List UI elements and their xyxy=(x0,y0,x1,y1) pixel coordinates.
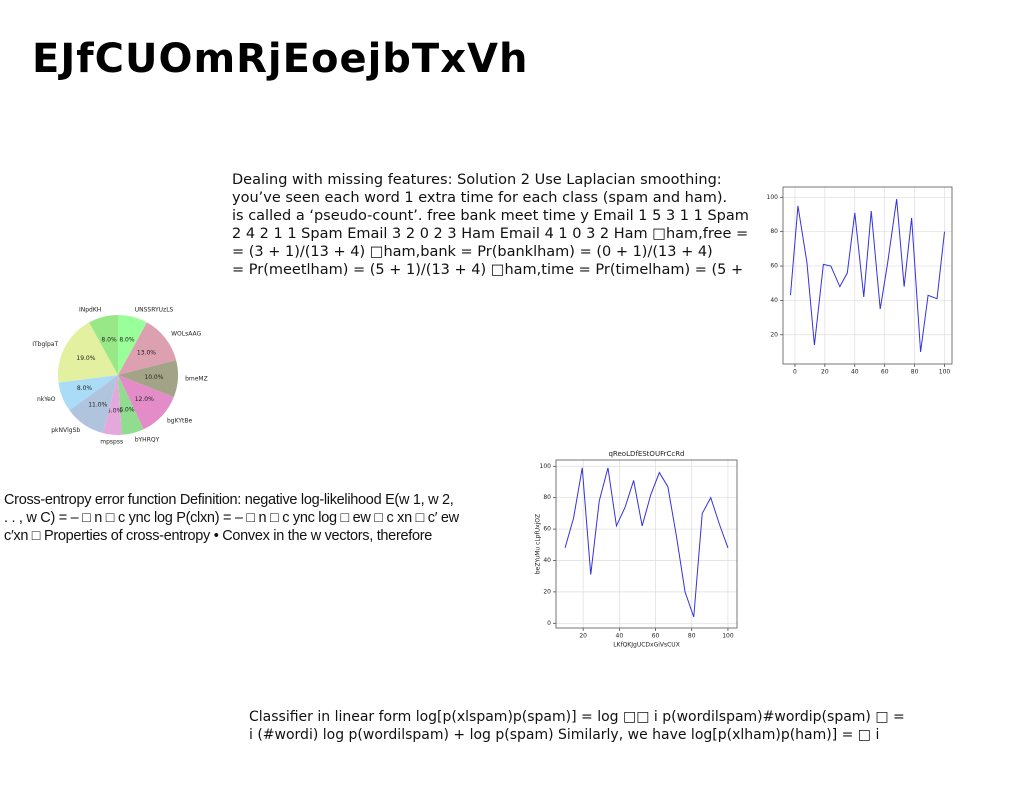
x-tick-label: 20 xyxy=(579,633,587,640)
text-line: 2 4 2 1 1 Spam Email 3 2 0 2 3 Ham Email… xyxy=(232,226,749,242)
pie-label: mpspss xyxy=(100,438,123,445)
pie-value-label: 19.0% xyxy=(76,355,95,362)
pie-slice xyxy=(58,375,118,411)
pie-label: nkYeO xyxy=(37,396,56,403)
chart-title: qReoLDfEStOUFrCcRd xyxy=(608,450,684,458)
pie-slice xyxy=(58,322,118,383)
x-tick-label: 60 xyxy=(881,369,889,376)
text-block: Cross-entropy error function Definition:… xyxy=(4,491,459,545)
y-tick-label: 80 xyxy=(770,228,778,235)
x-tick-label: 60 xyxy=(652,633,660,640)
y-tick-label: 20 xyxy=(543,588,551,595)
pie-label: WOLsAAG xyxy=(171,330,201,337)
pie-label: UNSSRYUzLS xyxy=(135,306,174,313)
x-tick-label: 100 xyxy=(939,369,951,376)
text-line: is called a ‘pseudo-count’. free bank me… xyxy=(232,208,749,224)
pie-slice xyxy=(69,375,118,434)
text-line: = (3 + 1)/(13 + 4) □ham,bank = Pr(banklh… xyxy=(232,244,713,260)
x-tick-label: 40 xyxy=(616,633,624,640)
y-tick-label: 0 xyxy=(547,620,551,627)
pie-label: INpdKH xyxy=(79,306,101,313)
text-line: Dealing with missing features: Solution … xyxy=(232,172,722,188)
x-tick-label: 100 xyxy=(722,633,734,640)
pie-value-label: 11.0% xyxy=(88,401,107,408)
text-line: Cross-entropy error function Definition:… xyxy=(4,492,454,508)
y-tick-label: 100 xyxy=(767,194,779,201)
pie-value-label: 8.0% xyxy=(77,385,93,392)
text-line: . . , w C) = – □ n □ c ync log P(clxn) =… xyxy=(4,510,459,526)
pie-value-label: 6.0% xyxy=(119,406,135,413)
pie-value-label: 13.0% xyxy=(137,349,156,356)
pie-value-label: 10.0% xyxy=(144,374,163,381)
pie-label: bYHRQY xyxy=(135,437,160,444)
y-tick-label: 60 xyxy=(770,263,778,270)
pie-slice xyxy=(118,375,144,435)
text-block: Classifier in linear form log[p(xlspam)p… xyxy=(249,708,905,744)
text-line: you’ve seen each word 1 extra time for e… xyxy=(232,190,728,206)
text-line: = Pr(meetlham) = (5 + 1)/(13 + 4) □ham,t… xyxy=(232,262,744,278)
x-axis-label: LKfQKJgUCDxGiVsCUX xyxy=(613,642,680,649)
pie-label: pkNVlgSb xyxy=(51,427,80,434)
pie-slice xyxy=(89,315,118,375)
pie-label: bmeMZ xyxy=(185,376,208,383)
pie-value-label: 8.0% xyxy=(101,337,117,344)
x-tick-label: 20 xyxy=(821,369,829,376)
pie-label: bgKYtBe xyxy=(167,418,192,425)
y-tick-label: 20 xyxy=(770,331,778,338)
pie-slice xyxy=(103,375,122,435)
pie-slice xyxy=(118,314,147,375)
pie-slice xyxy=(118,360,179,398)
text-block: Dealing with missing features: Solution … xyxy=(232,171,749,279)
y-tick-label: 40 xyxy=(543,557,551,564)
x-tick-label: 40 xyxy=(851,369,859,376)
pie-value-label: 8.0% xyxy=(119,337,135,344)
x-tick-label: 80 xyxy=(911,369,919,376)
line-series xyxy=(564,467,729,618)
text-line: i (#wordi) log p(wordilspam) + log p(spa… xyxy=(249,727,880,743)
pie-slice xyxy=(118,375,174,430)
text-line: Classifier in linear form log[p(xlspam)p… xyxy=(249,709,905,725)
slide-title: EJfCUOmRjEoejbTxVh xyxy=(32,36,529,82)
plot-frame xyxy=(782,186,953,365)
y-tick-label: 40 xyxy=(770,297,778,304)
y-tick-label: 80 xyxy=(543,494,551,501)
x-tick-label: 80 xyxy=(688,633,696,640)
pie-slice xyxy=(118,322,177,375)
y-axis-label: beZYuMu cLpfUxjOZ xyxy=(535,514,542,574)
y-tick-label: 60 xyxy=(543,526,551,533)
line-series xyxy=(789,198,946,353)
pie-value-label: 5.0% xyxy=(107,407,123,414)
y-tick-label: 100 xyxy=(540,463,552,470)
text-line: c′xn □ Properties of cross-entropy • Con… xyxy=(4,528,433,544)
plot-frame xyxy=(555,459,738,629)
pie-label: ITbglpaT xyxy=(32,341,58,348)
x-tick-label: 0 xyxy=(793,369,797,376)
pie-value-label: 12.0% xyxy=(135,396,154,403)
